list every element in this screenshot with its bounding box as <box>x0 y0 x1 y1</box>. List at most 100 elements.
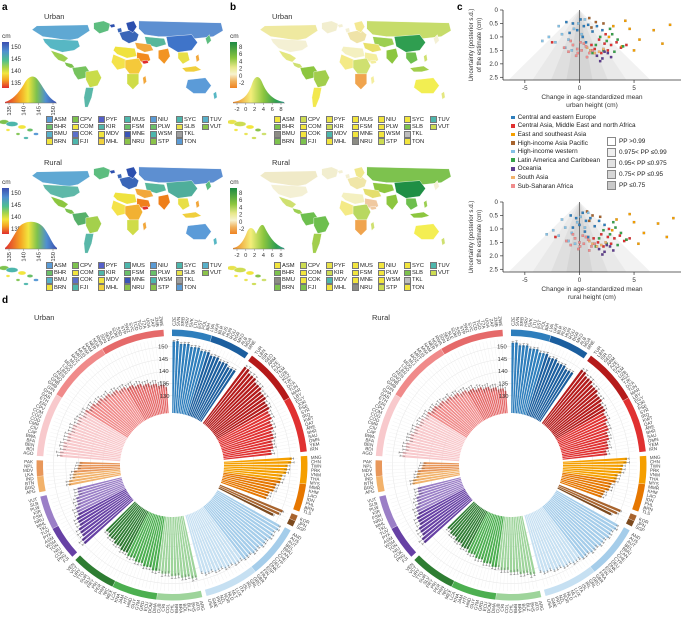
country-label-ERI: ERI <box>377 400 386 408</box>
country-label-PAK: PAK <box>363 459 373 464</box>
error-bar <box>609 513 613 516</box>
country-label-COD: COD <box>369 415 381 423</box>
bar-LSO <box>441 400 474 431</box>
label: 4 <box>262 253 266 259</box>
legend-code: CPV <box>80 262 92 269</box>
country-label-UGA: UGA <box>484 318 491 330</box>
country-label-JPN: JPN <box>636 520 646 528</box>
country-label-FIN: FIN <box>601 568 610 577</box>
country-label-COM: COM <box>371 407 383 416</box>
label: 0 <box>578 277 582 284</box>
bar-AUT <box>554 492 613 532</box>
bar-BRA <box>174 516 180 576</box>
density-path <box>5 76 56 103</box>
country-label-GNB: GNB <box>50 376 61 386</box>
country-label-TON: TON <box>388 542 399 552</box>
country-shape-madagascar <box>370 221 375 232</box>
legend-code: WSM <box>386 277 401 284</box>
country-label-CMR: CMR <box>367 419 379 427</box>
data-point <box>601 57 604 60</box>
country-label-CYP: CYP <box>274 556 284 566</box>
island-legend-item: SLB <box>404 123 423 131</box>
bar-DMA <box>158 516 167 571</box>
y-axis-label: of the estimate (cm) <box>476 210 483 265</box>
country-shape-africa_e <box>124 57 143 77</box>
island-legend-item: SYC <box>176 116 196 123</box>
bar-NER <box>120 388 144 422</box>
bar-BIH <box>184 350 204 415</box>
country-label-AFG: AFG <box>365 488 376 495</box>
legend-code: MNE <box>132 277 145 284</box>
error-bar <box>560 362 563 366</box>
country-label-DOM: DOM <box>486 602 493 614</box>
bar-SLB <box>77 478 123 493</box>
bar-KGZ <box>212 394 264 434</box>
legend-code: COM <box>308 123 322 130</box>
country-label-BEL: BEL <box>624 542 634 551</box>
region-color-swatch <box>511 149 515 154</box>
bar-MNG <box>562 457 628 463</box>
bar-SLB <box>417 478 462 493</box>
legend-code: MUS <box>132 116 145 123</box>
legend-swatch <box>274 123 281 131</box>
country-label-ARM: ARM <box>606 356 617 367</box>
legend-swatch <box>124 284 131 291</box>
legend-code: CPV <box>308 262 320 269</box>
bar-ATG <box>180 516 194 579</box>
country-label-VEN: VEN <box>405 562 415 572</box>
bar-COG <box>72 427 124 448</box>
legend-swatch <box>72 138 79 145</box>
country-label-DNK: DNK <box>607 562 618 573</box>
bar-CAF <box>409 439 461 454</box>
error-bar <box>201 349 203 353</box>
region-sector-hiw: ANDAUSAUTBELBMUCANCHECYPDEUDNKESPFINFRAG… <box>185 490 303 610</box>
island-shape <box>243 132 249 136</box>
error-bar <box>601 412 607 416</box>
error-bar <box>414 487 422 490</box>
density-path <box>5 221 57 249</box>
bar-SAU <box>561 443 609 456</box>
error-bar <box>146 564 148 570</box>
island-shape <box>245 124 255 130</box>
data-point <box>567 38 570 41</box>
country-shape-mideast <box>134 188 154 199</box>
data-point <box>578 241 581 244</box>
region-legend: Central and eastern Europe Central Asia, … <box>511 113 636 190</box>
country-shape-yemen <box>369 59 377 65</box>
country-label-MYS: MYS <box>310 480 321 486</box>
data-point <box>597 38 601 41</box>
island-shape <box>26 128 34 132</box>
bar-ARM <box>207 377 257 428</box>
legend-swatch <box>150 277 157 284</box>
error-bar <box>423 413 430 417</box>
data-point <box>581 35 585 39</box>
region-arc-esea <box>299 455 308 484</box>
panel-d: d Urban Rural CZE SVN SRB HRV SVK LTU EST POL BI… <box>0 295 685 633</box>
island-legend-item: COM <box>300 123 322 131</box>
island-legend-item: WSM <box>378 131 400 138</box>
error-bar <box>74 418 82 423</box>
island-legend-item: FSM <box>352 269 372 277</box>
data-point <box>656 222 660 225</box>
legend-swatch <box>46 269 53 277</box>
country-label-MDG: MDG <box>63 359 74 370</box>
label: 2 <box>239 213 243 219</box>
data-point <box>625 43 628 47</box>
bar-CHE <box>211 498 266 544</box>
bar-SLV <box>113 506 142 544</box>
error-bar <box>268 416 275 420</box>
legend-code: TUV <box>210 116 222 123</box>
data-point <box>599 51 603 55</box>
country-shape-china <box>393 180 426 199</box>
error-bar <box>463 546 466 550</box>
bar-KWT <box>221 430 272 450</box>
label: 2.5 <box>489 74 498 81</box>
data-point <box>570 49 574 52</box>
country-label-SSD: SSD <box>454 326 462 337</box>
country-label-HND: HND <box>126 596 134 608</box>
map-unit-a-rural: cm 150 145 140 135 135 140 145 150 ASM BHR BMU BRN CP… <box>0 154 228 301</box>
legend-code: COK <box>80 277 93 284</box>
country-shape-c_america <box>291 61 304 69</box>
error-bar <box>556 567 559 570</box>
data-point <box>590 43 593 47</box>
